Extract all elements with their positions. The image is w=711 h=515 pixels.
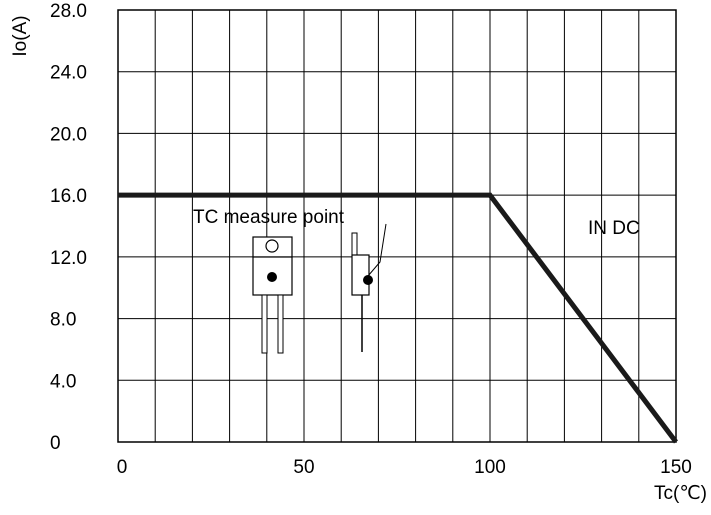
package-side-icon bbox=[351, 223, 387, 352]
x-axis-label: Tc(℃) bbox=[654, 483, 707, 504]
annotation-in-dc: IN DC bbox=[588, 218, 640, 239]
y-tick-label: 12.0 bbox=[50, 248, 87, 269]
y-axis-label: Io(A) bbox=[10, 15, 31, 56]
x-tick-label: 150 bbox=[660, 457, 692, 478]
y-tick-label: 16.0 bbox=[50, 186, 87, 207]
plot-frame bbox=[117, 9, 677, 443]
y-tick-label: 24.0 bbox=[50, 63, 87, 84]
x-tick-label: 0 bbox=[117, 457, 128, 478]
y-tick-label: 8.0 bbox=[50, 310, 76, 331]
y-tick-label: 20.0 bbox=[50, 124, 87, 145]
x-tick-label: 100 bbox=[474, 457, 506, 478]
series-line-in-dc bbox=[118, 192, 678, 444]
annotation-tc-measure-point: TC measure point bbox=[193, 207, 345, 228]
package-front-icon bbox=[252, 236, 293, 354]
y-tick-label: 4.0 bbox=[50, 371, 76, 392]
x-axis-ticks: 0 50 100 150 bbox=[117, 457, 692, 478]
y-axis-ticks: 0 4.0 8.0 12.0 16.0 20.0 24.0 28.0 bbox=[50, 1, 87, 454]
x-tick-label: 50 bbox=[293, 457, 314, 478]
y-tick-label: 28.0 bbox=[50, 1, 87, 22]
y-tick-label: 0 bbox=[50, 433, 61, 454]
